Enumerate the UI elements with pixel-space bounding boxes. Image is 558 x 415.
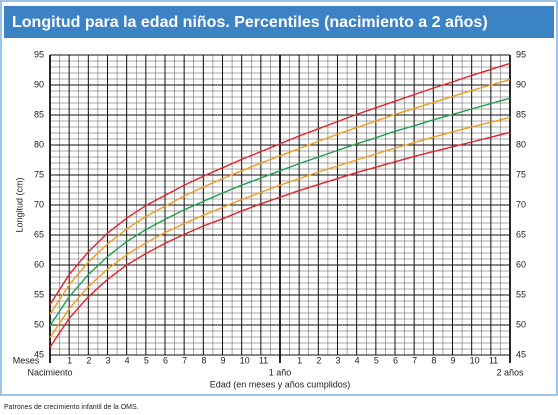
y-tick-label: 50 [34, 319, 44, 329]
percentile-line [49, 97, 511, 326]
x-tick-label: 11 [259, 355, 268, 365]
x-tick-label: 1 año [269, 367, 292, 377]
y-tick-label-right: 70 [516, 199, 526, 209]
y-tick-label-right: 60 [516, 259, 526, 269]
y-tick-label: 80 [34, 139, 44, 149]
y-tick-label-right: 85 [516, 109, 526, 119]
x-tick-label: 11 [489, 355, 498, 365]
percentile-line [49, 116, 511, 338]
x-axis-label: Edad (en meses y años cumplidos) [210, 379, 351, 389]
x-tick-label: 3 [106, 355, 111, 365]
x-tick-label: 1 [297, 355, 302, 365]
x-tick-label: 2 años [496, 367, 524, 377]
y-tick-label: 55 [34, 289, 44, 299]
x-tick-label: 3 [336, 355, 341, 365]
x-tick-label: 9 [221, 355, 226, 365]
percentile-line [49, 62, 511, 305]
x-unit-label: Meses [13, 355, 40, 365]
y-tick-label: 95 [34, 49, 44, 59]
y-tick-label: 45 [34, 349, 44, 359]
x-tick-label: 7 [412, 355, 417, 365]
y-tick-label: 90 [34, 79, 44, 89]
y-axis-label: Longitud (cm) [14, 177, 24, 232]
y-tick-label-right: 75 [516, 169, 526, 179]
percentile-line [49, 131, 511, 348]
y-tick-label-right: 95 [516, 49, 526, 59]
x-tick-label: 5 [374, 355, 379, 365]
x-tick-label: 8 [431, 355, 436, 365]
x-tick-label: Nacimiento [27, 367, 72, 377]
title-bar [4, 6, 554, 38]
x-tick-label: 10 [470, 355, 480, 365]
y-tick-label: 75 [34, 169, 44, 179]
footer: Patrones de crecimiento infantil de la O… [4, 404, 139, 411]
y-tick-label-right: 80 [516, 139, 526, 149]
x-tick-label: 4 [355, 355, 360, 365]
x-tick-label: 7 [182, 355, 187, 365]
y-tick-label: 65 [34, 229, 44, 239]
y-tick-label: 60 [34, 259, 44, 269]
x-tick-label: 2 [86, 355, 91, 365]
y-tick-label-right: 55 [516, 289, 526, 299]
y-tick-label-right: 50 [516, 319, 526, 329]
x-tick-label: 5 [144, 355, 149, 365]
x-tick-label: 8 [201, 355, 206, 365]
y-tick-label-right: 90 [516, 79, 526, 89]
x-tick-label: 2 [316, 355, 321, 365]
percentile-line [49, 78, 511, 315]
y-tick-label: 85 [34, 109, 44, 119]
x-tick-label: 9 [451, 355, 456, 365]
chart-title: Longitud para la edad niños. Percentiles… [12, 14, 488, 31]
x-tick-label: 1 [67, 355, 72, 365]
y-tick-label-right: 65 [516, 229, 526, 239]
x-tick-label: 6 [163, 355, 168, 365]
x-tick-label: 10 [240, 355, 250, 365]
y-tick-label: 70 [34, 199, 44, 209]
y-tick-label-right: 45 [516, 349, 526, 359]
x-tick-label: 4 [125, 355, 130, 365]
x-tick-label: 6 [393, 355, 398, 365]
